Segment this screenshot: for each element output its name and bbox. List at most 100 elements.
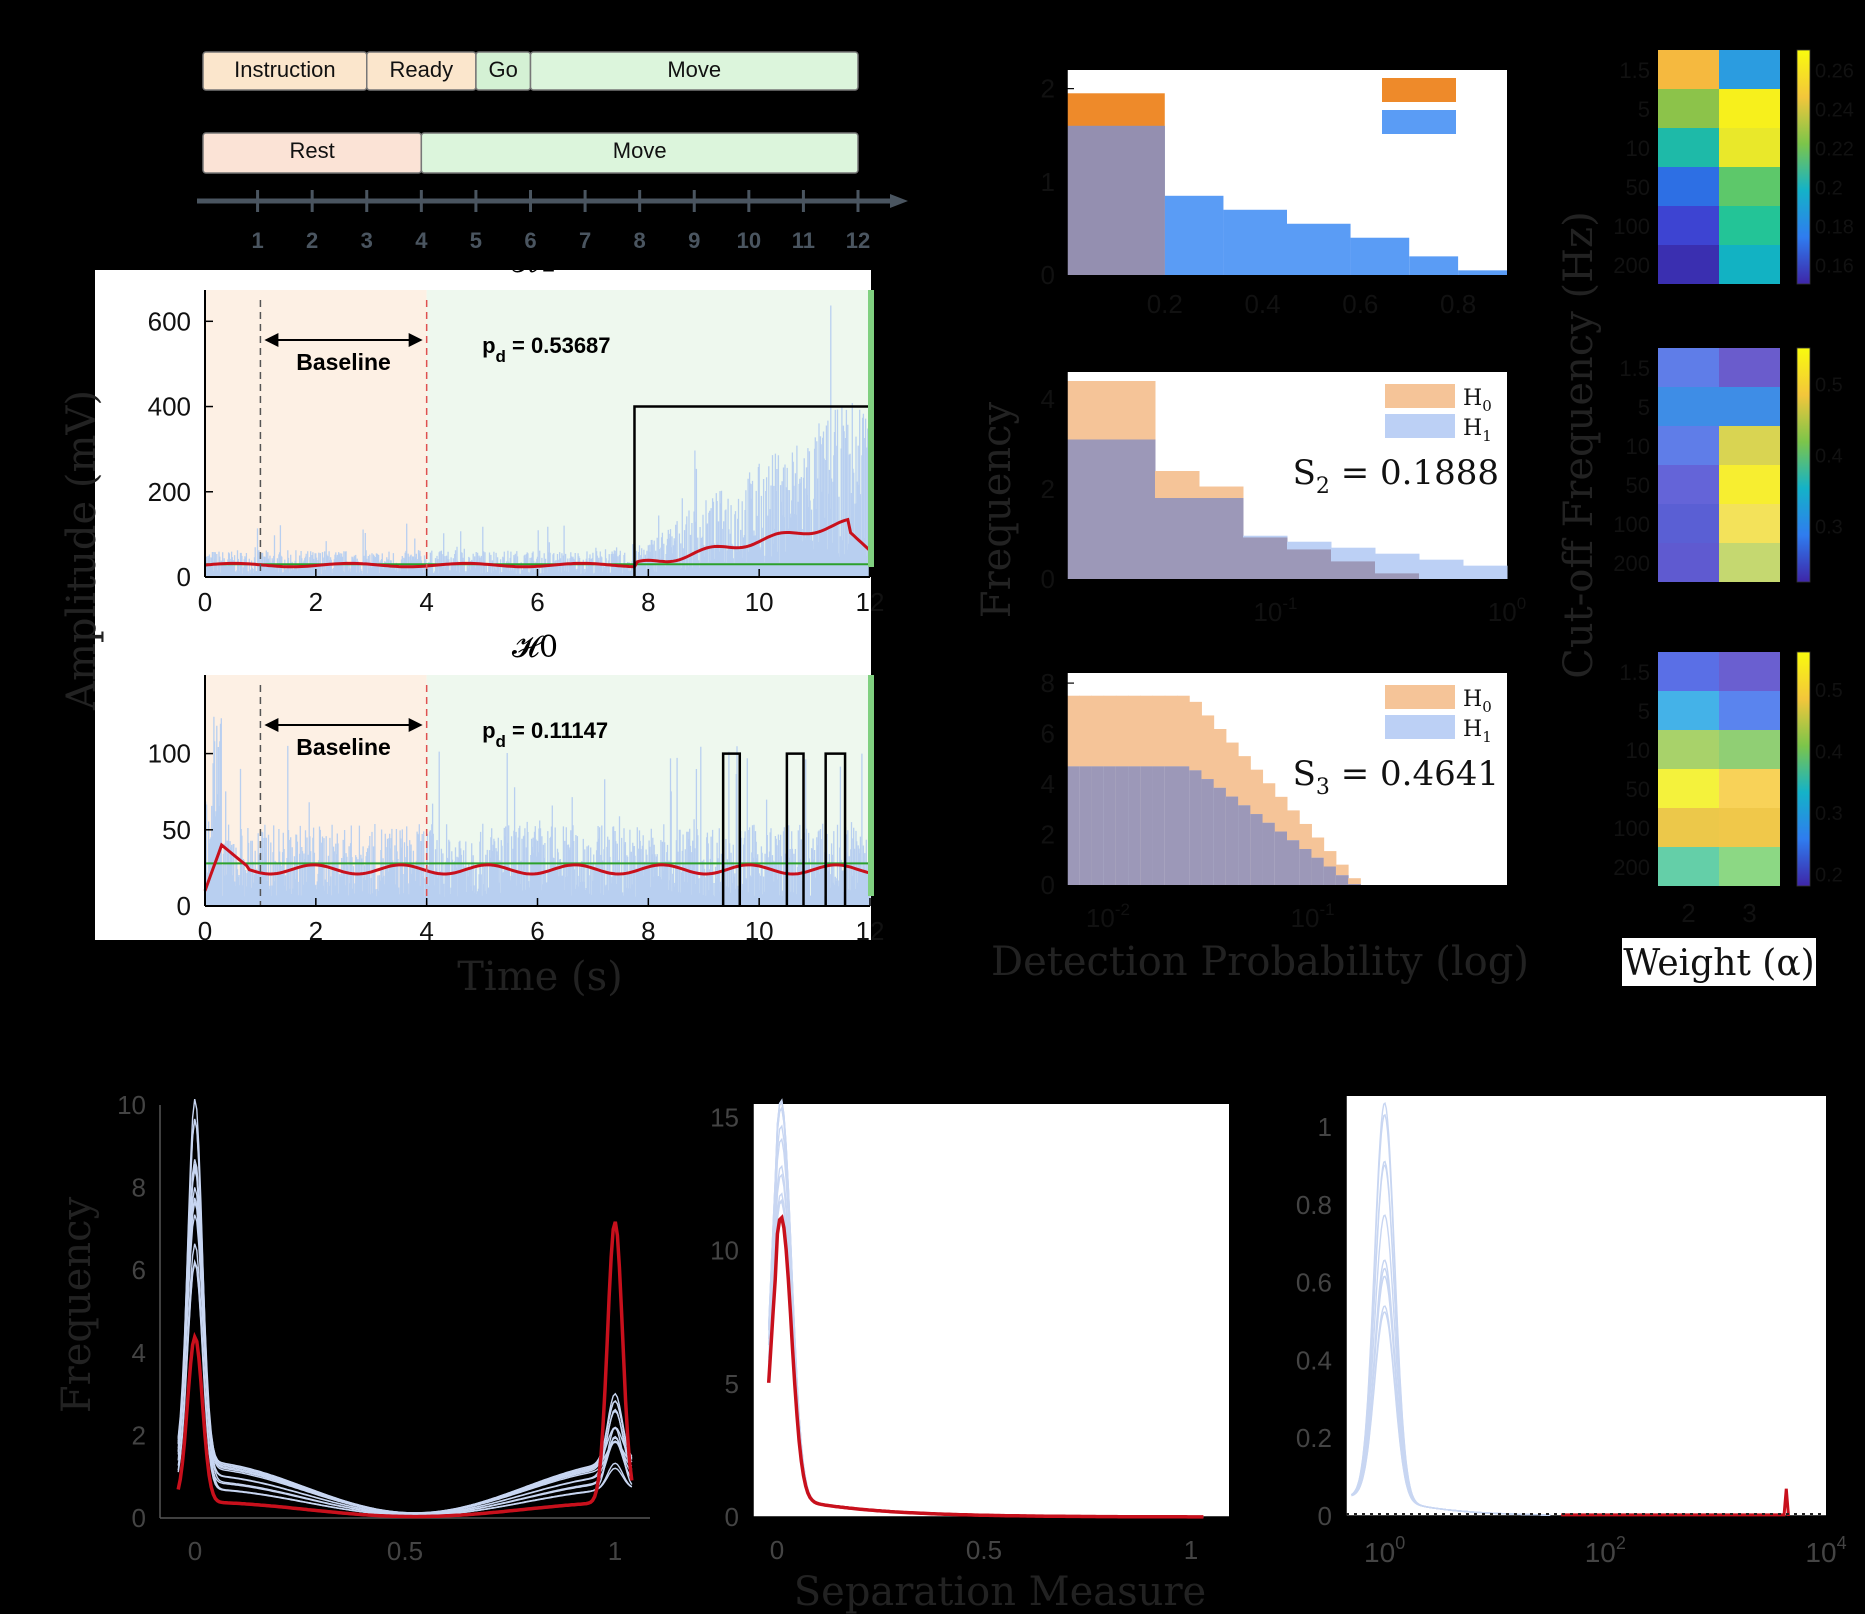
overlap-bar: [1189, 770, 1202, 885]
smoothed-envelope: [204, 517, 872, 569]
heatmap-cell: [1658, 730, 1719, 769]
x-tick-exponent: 4: [1837, 1533, 1847, 1553]
y-tick-label: 4: [132, 1338, 146, 1368]
heatmap-cell: [1719, 808, 1780, 847]
legend-h1-label: H1: [1463, 416, 1492, 445]
detection-box: [721, 752, 742, 906]
legend-h1-swatch: [1385, 414, 1455, 438]
heatmap-cell: [1719, 465, 1780, 504]
x-tick-label: 6: [530, 587, 544, 617]
heatmap-ytick-label: 100: [1613, 512, 1650, 537]
y-tick-label: 4: [1041, 384, 1055, 414]
y-tick-label: 2: [132, 1420, 146, 1450]
heatmap-cell: [1658, 808, 1719, 847]
timeline-row1-label: Ready: [390, 57, 454, 82]
pd-number: = 0.11147: [506, 718, 608, 743]
legend-symbol: H: [1463, 687, 1482, 712]
x-tick-label: 4: [419, 587, 433, 617]
h1-bar: [1164, 195, 1224, 275]
heatmap-cell: [1719, 387, 1780, 426]
overlap-bar: [1067, 125, 1165, 275]
overlap-bar: [1323, 866, 1337, 885]
colorbar-tick-label: 0.2: [1815, 865, 1843, 887]
hist-xlabel: Detection Probability (log): [991, 939, 1529, 985]
x-tick-exponent: -2: [1115, 900, 1130, 919]
pd-subscript: d: [496, 732, 506, 751]
overlap-bar: [1201, 779, 1215, 885]
x-tick-label: 2: [309, 916, 323, 946]
y-tick-label: 8: [1041, 668, 1055, 698]
overlap-bar: [1177, 766, 1190, 885]
y-tick-label: 0.6: [1296, 1268, 1332, 1298]
colorbar-tick-label: 0.16: [1815, 256, 1854, 278]
hist-panel-top: 0 1 2 0.2 0.4 0.6 0.8: [1041, 70, 1507, 319]
timeline-tick-label: 12: [846, 228, 870, 253]
x-tick-label: 0.2: [1147, 289, 1183, 319]
timeline-tick-label: 8: [634, 228, 646, 253]
overlap-bar: [1274, 831, 1288, 885]
baseline-arrow-right: [408, 333, 423, 347]
pd-value: pd = 0.11147: [482, 718, 608, 751]
hist-ylabel: Frequency: [974, 401, 1020, 618]
y-tick-label: 8: [132, 1173, 146, 1203]
y-tick-label: 400: [148, 392, 191, 422]
heatmap-ytick-label: 1.5: [1619, 58, 1650, 83]
mean-curve: [176, 1221, 634, 1519]
timeline-row1-label: Move: [667, 57, 721, 82]
panel-title: 𝓗0: [512, 630, 558, 665]
heatmap-xlabel-box: [1622, 938, 1816, 986]
baseline-label: Baseline: [296, 734, 391, 760]
y-tick-label: 15: [710, 1102, 739, 1132]
heatmap-cell: [1658, 245, 1719, 284]
rest-region: [205, 290, 427, 577]
timeline-tick-label: 1: [251, 228, 263, 253]
overlap-bar: [1115, 766, 1129, 885]
colorbar: [1796, 49, 1811, 285]
legend-h0-label: H0: [1463, 386, 1492, 415]
timeline-row2-label: Move: [613, 138, 667, 163]
heatmap-cell: [1658, 167, 1719, 206]
plot-background: [753, 1104, 1229, 1517]
signal-panel-h0: Baseline pd = 0.11147 0 50 100 0 2 4 6 8 10 12 𝓗0: [148, 630, 885, 946]
x-tick-base: 10: [1364, 1537, 1395, 1568]
x-tick-exponent: 0: [1395, 1533, 1405, 1553]
x-tick-base: 10: [1291, 903, 1320, 933]
heatmap-cell: [1719, 348, 1780, 387]
overlap-bar: [1079, 766, 1092, 885]
x-tick-label: 0.6: [1342, 289, 1378, 319]
pd-symbol: p: [482, 718, 495, 743]
overlap-bar: [1213, 787, 1227, 885]
heatmap-cell: [1658, 691, 1719, 730]
legend-h0-swatch: [1382, 78, 1456, 102]
h1-bar: [1463, 565, 1508, 579]
baseline-arrow-right: [408, 718, 423, 732]
baseline-label: Baseline: [296, 349, 391, 375]
y-tick-label: 200: [148, 477, 191, 507]
heatmap-ytick-label: 200: [1613, 253, 1650, 278]
overlap-bar: [1243, 537, 1288, 579]
heatmap-xtick-label: 2: [1681, 898, 1695, 928]
heatmap-xlabel: Weight (α): [1623, 943, 1814, 984]
baseline-arrow-left: [264, 718, 279, 732]
heatmap-cell: [1658, 426, 1719, 465]
legend-subscript: 1: [1482, 728, 1492, 746]
overlap-bar: [1140, 766, 1154, 885]
heatmap-cell: [1658, 465, 1719, 504]
heatmap-ytick-label: 1.5: [1619, 660, 1650, 685]
colorbar: [1796, 347, 1811, 583]
bottom-panel-mid: 0 5 10 15 0 0.5 1: [710, 1098, 1229, 1565]
h1-bar: [1287, 223, 1351, 275]
colorbar-tick-label: 0.22: [1815, 139, 1854, 161]
legend-subscript: 0: [1482, 698, 1492, 716]
heatmap-xtick-label: 3: [1742, 898, 1756, 928]
colorbar-tick-label: 0.3: [1815, 516, 1843, 538]
trial-curve: [177, 1169, 633, 1514]
detection-box: [824, 752, 847, 906]
heatmap-cell: [1719, 847, 1780, 886]
x-tick-label: 10-1: [1291, 900, 1335, 933]
heatmap-cell: [1719, 691, 1780, 730]
y-tick-label: 0.8: [1296, 1190, 1332, 1220]
colorbar: [1796, 651, 1811, 887]
mean-curve: [766, 1214, 1204, 1519]
legend-h1-swatch: [1385, 715, 1455, 739]
